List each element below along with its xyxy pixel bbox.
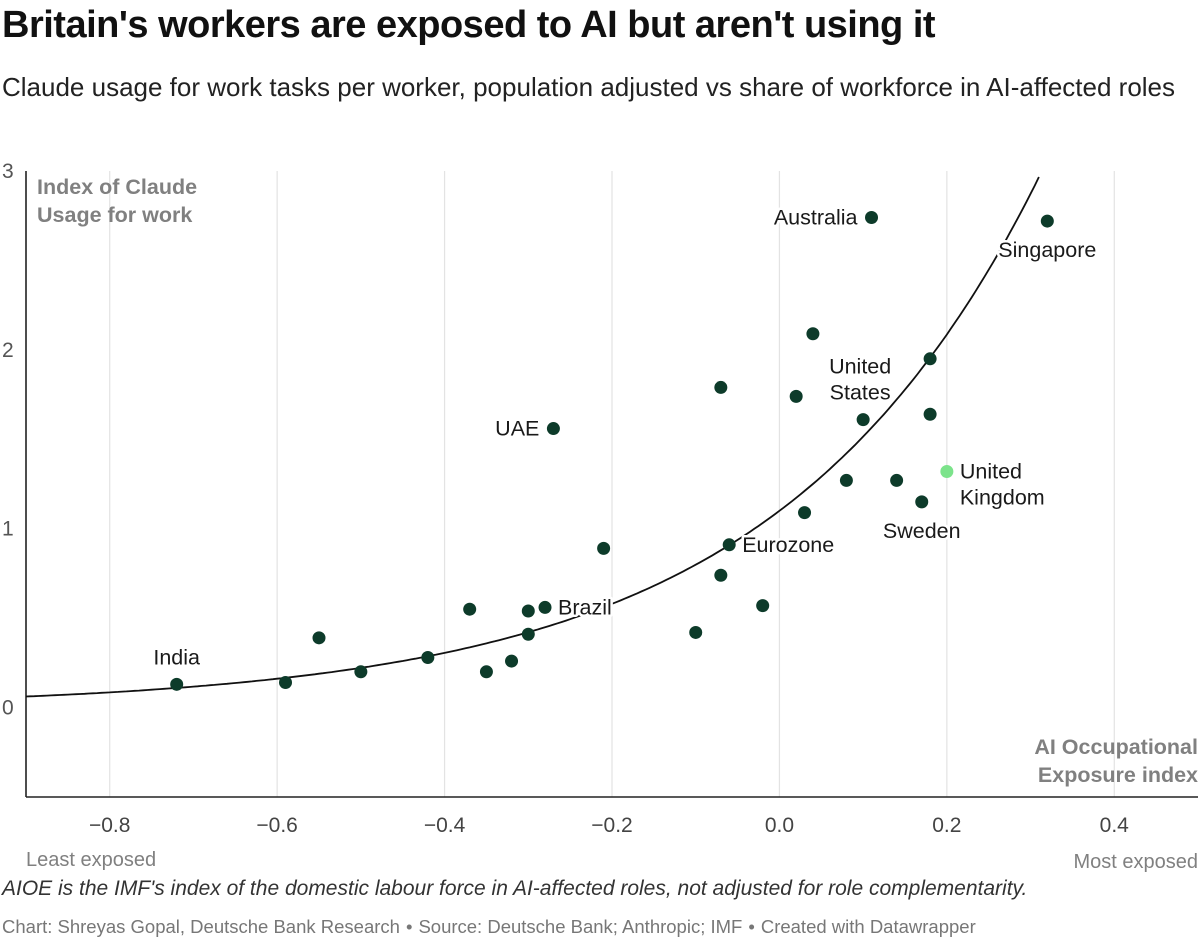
x-tick-label: −0.4 — [424, 814, 466, 837]
data-points — [170, 211, 1054, 691]
data-point — [722, 538, 736, 552]
least-exposed-label: Least exposed — [26, 849, 156, 871]
point-label-united-states: United States — [829, 355, 891, 405]
data-point — [1040, 214, 1054, 228]
data-point — [756, 599, 770, 613]
x-tick-label: −0.8 — [89, 814, 130, 837]
data-point — [839, 473, 853, 487]
data-point — [521, 627, 535, 641]
data-point — [521, 604, 535, 618]
chart-subtitle: Claude usage for work tasks per worker, … — [2, 72, 1176, 102]
x-tick-label: 0.4 — [1100, 814, 1130, 837]
data-point — [421, 650, 435, 664]
y-axis-title: Usage for work — [37, 203, 192, 227]
y-tick-label: 3 — [2, 160, 14, 183]
point-label-eurozone: Eurozone — [742, 533, 834, 557]
point-label-india: India — [153, 645, 200, 669]
data-point — [798, 506, 812, 520]
x-tick-label: −0.6 — [256, 814, 297, 837]
chart-footnote: AIOE is the IMF's index of the domestic … — [2, 877, 1028, 900]
point-label-sweden: Sweden — [883, 519, 961, 543]
data-point — [890, 473, 904, 487]
data-point — [279, 676, 293, 690]
most-exposed-label: Most exposed — [1073, 851, 1198, 873]
point-label-brazil: Brazil — [558, 595, 612, 619]
chart-credit: Chart: Shreyas Gopal, Deutsche Bank Rese… — [2, 916, 400, 937]
x-axis-title: AI Occupational — [1034, 735, 1198, 759]
x-tick-label: 0.0 — [765, 814, 794, 837]
x-tick-labels: −0.8 −0.6 −0.4 −0.2 0.0 0.2 0.4 — [89, 814, 1129, 837]
data-point — [505, 654, 519, 668]
data-point — [479, 665, 493, 679]
point-label-united-kingdom: United Kingdom — [960, 459, 1045, 509]
y-tick-label: 1 — [2, 518, 14, 541]
data-point — [714, 568, 728, 582]
tool-credit: Created with Datawrapper — [760, 916, 976, 937]
data-point — [923, 407, 937, 421]
y-tick-label: 2 — [2, 339, 14, 362]
separator: • — [405, 916, 413, 937]
data-point — [915, 495, 929, 509]
separator: • — [748, 916, 755, 937]
data-point — [538, 600, 552, 614]
data-point — [714, 380, 728, 394]
point-label-uae: UAE — [495, 417, 539, 441]
data-point — [856, 413, 870, 427]
point-label-singapore: Singapore — [998, 238, 1096, 262]
x-axis-title: Exposure index — [1038, 763, 1198, 787]
data-source: Source: Deutsche Bank; Anthropic; IMF — [418, 916, 743, 937]
highlight-data-point — [940, 464, 954, 478]
data-point — [789, 389, 803, 403]
chart-title: Britain's workers are exposed to AI but … — [2, 4, 936, 46]
data-point — [806, 327, 820, 341]
y-axis-title: Index of Claude — [37, 175, 197, 199]
data-point — [354, 665, 368, 679]
data-point — [689, 625, 703, 639]
axis-labels: Index of Claude Usage for work AI Occupati… — [26, 175, 1198, 873]
data-point — [170, 677, 184, 691]
data-point — [546, 422, 560, 436]
data-point — [923, 352, 937, 366]
gridlines — [109, 171, 1115, 797]
chart-source-line: Chart: Shreyas Gopal, Deutsche Bank Rese… — [2, 916, 976, 938]
y-tick-labels: 0 1 2 3 — [2, 160, 14, 720]
point-label-australia: Australia — [774, 206, 858, 230]
data-point — [865, 211, 879, 225]
data-point — [463, 602, 477, 616]
data-point — [312, 631, 326, 645]
x-tick-label: −0.2 — [591, 814, 632, 837]
y-tick-label: 0 — [2, 697, 14, 720]
x-tick-label: 0.2 — [932, 814, 961, 837]
point-labels: India Brazil UAE Eurozone United States Austra… — [151, 203, 1099, 672]
data-point — [597, 541, 611, 555]
